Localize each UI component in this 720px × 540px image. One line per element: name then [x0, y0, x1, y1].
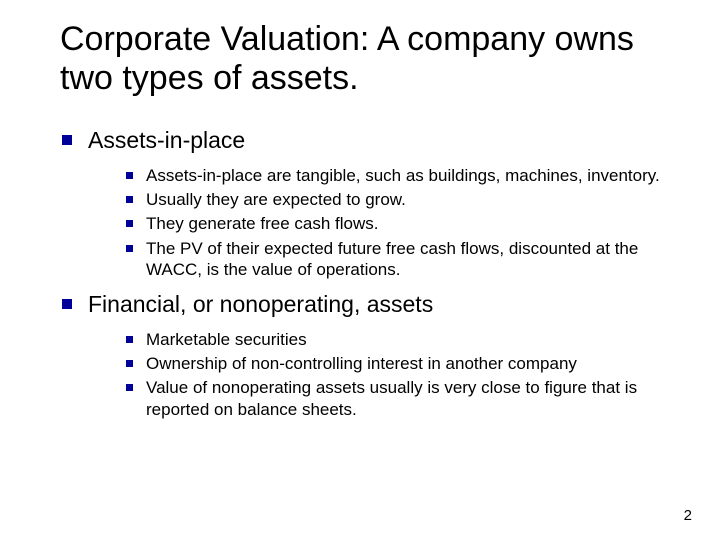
list-item: Assets-in-place are tangible, such as bu… — [124, 165, 680, 186]
list-item-text: Value of nonoperating assets usually is … — [146, 378, 637, 418]
bullet-list-level2: Assets-in-place are tangible, such as bu… — [88, 165, 680, 280]
list-item-text: The PV of their expected future free cas… — [146, 239, 638, 279]
list-item: Marketable securities — [124, 329, 680, 350]
list-item: The PV of their expected future free cas… — [124, 238, 680, 281]
list-item-text: Financial, or nonoperating, assets — [88, 291, 433, 317]
bullet-list-level1: Assets-in-place Assets-in-place are tang… — [60, 126, 680, 420]
list-item: Value of nonoperating assets usually is … — [124, 377, 680, 420]
list-item: Assets-in-place Assets-in-place are tang… — [60, 126, 680, 280]
list-item-text: Assets-in-place are tangible, such as bu… — [146, 166, 660, 185]
list-item: They generate free cash flows. — [124, 213, 680, 234]
list-item: Usually they are expected to grow. — [124, 189, 680, 210]
page-number: 2 — [684, 507, 692, 524]
list-item-text: Usually they are expected to grow. — [146, 190, 406, 209]
list-item-text: Assets-in-place — [88, 127, 245, 153]
list-item: Financial, or nonoperating, assets Marke… — [60, 290, 680, 420]
list-item-text: They generate free cash flows. — [146, 214, 378, 233]
slide: Corporate Valuation: A company owns two … — [0, 0, 720, 540]
list-item-text: Ownership of non-controlling interest in… — [146, 354, 577, 373]
slide-title: Corporate Valuation: A company owns two … — [60, 20, 680, 98]
list-item: Ownership of non-controlling interest in… — [124, 353, 680, 374]
list-item-text: Marketable securities — [146, 330, 307, 349]
bullet-list-level2: Marketable securities Ownership of non-c… — [88, 329, 680, 420]
